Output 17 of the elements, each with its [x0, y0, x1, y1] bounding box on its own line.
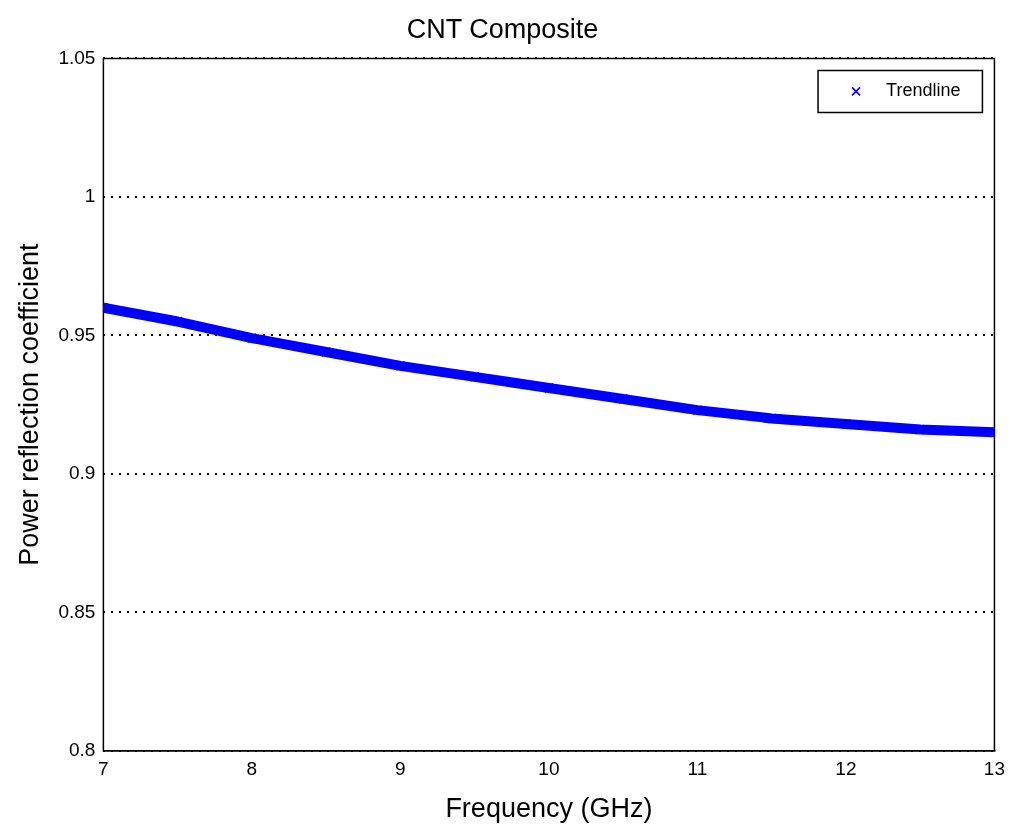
y-tick-label: 0.85: [58, 600, 96, 622]
y-tick-label: 0.9: [68, 462, 96, 484]
x-axis-title: Frequency (GHz): [445, 793, 653, 824]
y-axis-title: Power reflection coefficient: [13, 243, 44, 566]
y-tick-label: 0.8: [68, 739, 96, 761]
y-tick-label: 1.05: [58, 46, 96, 68]
y-tick-label: 1: [84, 185, 96, 207]
x-tick-label: 11: [687, 758, 708, 780]
x-tick-label: 8: [246, 758, 258, 780]
x-tick-label: 12: [835, 758, 857, 780]
x-tick-label: 9: [395, 758, 406, 780]
chart-title: CNT Composite: [406, 13, 599, 44]
x-tick-label: 10: [538, 758, 560, 780]
y-tick-label: 0.95: [58, 323, 96, 345]
x-tick-label: 7: [98, 758, 109, 780]
legend-label: Trendline: [886, 80, 961, 101]
x-tick-label: 13: [983, 758, 1005, 780]
